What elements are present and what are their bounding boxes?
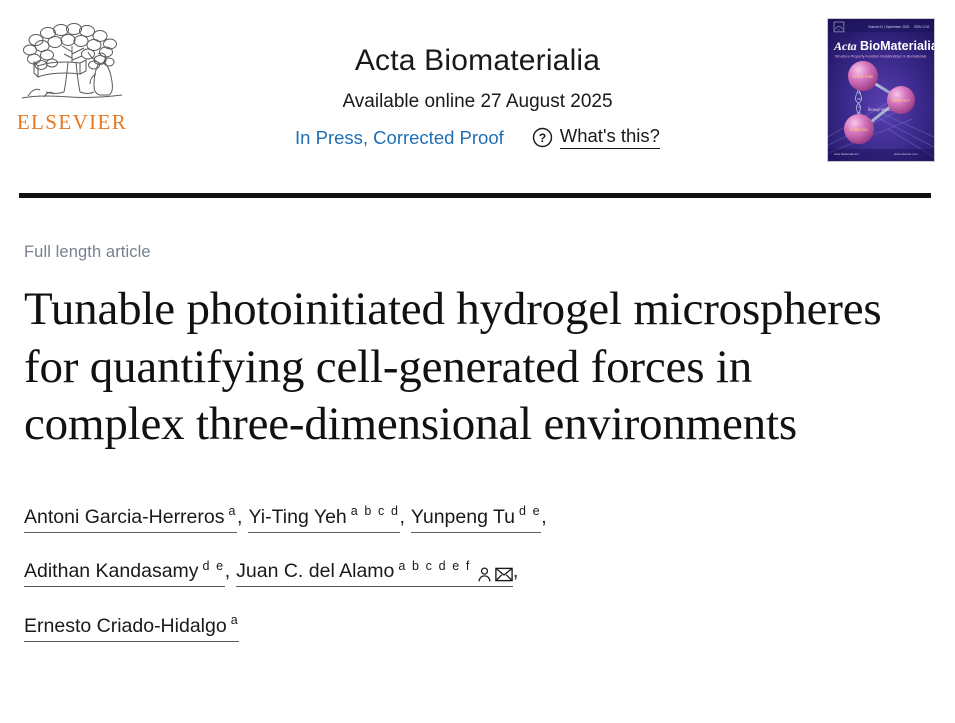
author-link[interactable]: Antoni Garcia-Herreros a	[24, 504, 238, 533]
whats-this-button[interactable]: ? What's this?	[532, 126, 660, 149]
author-separator: ,	[512, 560, 519, 583]
envelope-icon	[495, 567, 513, 581]
author-link[interactable]: Juan C. del Alamo a b c d e f	[236, 558, 513, 588]
journal-title: Acta Biomaterialia	[354, 44, 601, 77]
elsevier-wordmark: ELSEVIER	[16, 110, 128, 134]
author-affiliation-markers: d e	[519, 504, 542, 519]
author-name: Yi-Ting Yeh	[248, 505, 347, 528]
elsevier-logo[interactable]: ELSEVIER	[14, 18, 130, 140]
author-name: Juan C. del Alamo	[236, 560, 395, 583]
author-separator: ,	[399, 505, 405, 528]
svg-text:?: ?	[539, 131, 546, 145]
svg-text:FUNCTION: FUNCTION	[850, 128, 868, 132]
svg-text:BIOMATERIALS: BIOMATERIALS	[868, 108, 894, 112]
question-circle-icon: ?	[532, 127, 552, 148]
svg-text:Acta: Acta	[833, 39, 857, 53]
in-press-status-link[interactable]: In Press, Corrected Proof	[295, 126, 504, 148]
svg-text:Volume 00 | September 2025: Volume 00 | September 2025	[868, 25, 909, 29]
author-list: Antoni Garcia-Herreros a, Yi-Ting Yeh a b c…	[24, 490, 924, 654]
author-separator: ,	[237, 505, 243, 528]
author-affiliation-markers: a b c d e f	[398, 558, 471, 573]
author-affiliation-markers: a	[230, 613, 240, 628]
article-title: Tunable photoinitiated hydrogel microsph…	[24, 282, 882, 451]
author-line: Ernesto Criado-Hidalgo a	[24, 599, 924, 654]
svg-text:Acta Materialia Inc.: Acta Materialia Inc.	[834, 152, 860, 156]
author-separator: ,	[541, 505, 547, 528]
publication-status-row: In Press, Corrected Proof ? What's this?	[170, 126, 785, 149]
author-line: Adithan Kandasamy d e, Juan C. del Alamo a …	[24, 545, 924, 600]
elsevier-tree-logo-icon	[21, 23, 123, 99]
author-affiliation-markers: a b c d	[350, 504, 400, 519]
author-link[interactable]: Yi-Ting Yeh a b c d	[248, 504, 400, 533]
header-center-column: Acta Biomaterialia Available online 27 A…	[170, 44, 785, 149]
article-head: Full length article Tunable photoinitiat…	[24, 243, 924, 654]
journal-header: ELSEVIER Acta Biomaterialia Available on…	[0, 0, 955, 198]
svg-text:STRUCTURE: STRUCTURE	[853, 75, 875, 79]
author-name: Yunpeng Tu	[410, 505, 516, 528]
svg-text:Structure-Property-Function Re: Structure-Property-Function Relationship…	[835, 55, 927, 59]
author-separator: ,	[224, 560, 231, 583]
author-profile-icon	[478, 567, 491, 582]
author-affiliation-markers: d e	[202, 558, 225, 573]
author-link[interactable]: Ernesto Criado-Hidalgo a	[24, 613, 240, 642]
author-name: Adithan Kandasamy	[24, 560, 199, 583]
journal-cover-art: Volume 00 | September 2025 ISSN 1742 Act…	[828, 19, 934, 161]
whats-this-label: What's this?	[559, 126, 660, 149]
svg-text:BioMaterialia: BioMaterialia	[860, 39, 934, 53]
journal-cover-thumbnail[interactable]: Volume 00 | September 2025 ISSN 1742 Act…	[827, 18, 935, 162]
svg-text:PROPERTY: PROPERTY	[892, 99, 911, 103]
svg-text:ISSN 1742: ISSN 1742	[914, 25, 930, 29]
author-line: Antoni Garcia-Herreros a, Yi-Ting Yeh a b c…	[24, 490, 924, 545]
available-online-date: Available online 27 August 2025	[342, 90, 613, 112]
author-affiliation-markers: a	[228, 504, 238, 519]
author-icon-group[interactable]	[474, 552, 513, 595]
author-link[interactable]: Adithan Kandasamy d e	[24, 558, 225, 588]
author-name: Ernesto Criado-Hidalgo	[24, 614, 227, 637]
svg-text:www.elsevier.com: www.elsevier.com	[894, 152, 918, 156]
author-name: Antoni Garcia-Herreros	[24, 505, 225, 528]
author-link[interactable]: Yunpeng Tu d e	[410, 504, 542, 533]
article-type-label: Full length article	[24, 243, 151, 261]
header-divider	[19, 193, 931, 198]
